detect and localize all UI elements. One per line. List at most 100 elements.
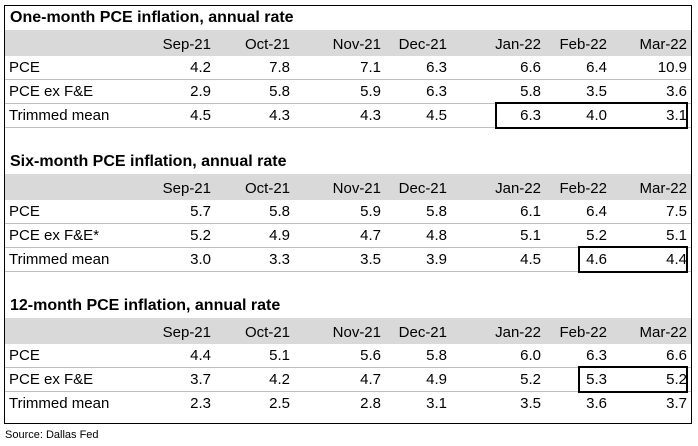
table-row: PCE 4.2 7.8 7.1 6.3 6.6 6.4 10.9: [5, 56, 691, 80]
section-title: 12-month PCE inflation, annual rate: [10, 297, 281, 314]
value-cell: 2.3: [190, 395, 211, 412]
value-cell: 7.1: [360, 59, 381, 76]
value-cell: 7.5: [666, 203, 687, 220]
month-header: Feb-22: [559, 180, 607, 197]
value-cell: 10.9: [657, 59, 687, 76]
month-header: Oct-21: [244, 36, 290, 53]
highlight-box: [495, 102, 688, 129]
month-header: Jan-22: [495, 180, 541, 197]
table-frame: One-month PCE inflation, annual rate Sep…: [4, 5, 692, 424]
value-cell: 4.5: [190, 107, 211, 124]
value-cell: 3.1: [426, 395, 447, 412]
value-cell: 5.1: [520, 227, 541, 244]
table-row: Trimmed mean 4.5 4.3 4.3 4.5 6.3 4.0 3.1: [5, 104, 691, 128]
table-row: PCE ex F&E 3.7 4.2 4.7 4.9 5.2 5.3 5.2: [5, 368, 691, 392]
table-row: Trimmed mean 2.3 2.5 2.8 3.1 3.5 3.6 3.7: [5, 392, 691, 416]
value-cell: 4.3: [269, 107, 290, 124]
section-title: Six-month PCE inflation, annual rate: [10, 153, 287, 170]
highlight-box: [578, 366, 688, 393]
row-label: Trimmed mean: [9, 395, 110, 412]
month-header: Nov-21: [332, 180, 381, 197]
value-cell: 5.6: [360, 347, 381, 364]
value-cell: 5.3: [586, 371, 607, 388]
month-header: Feb-22: [559, 324, 607, 341]
value-cell: 5.1: [666, 227, 687, 244]
value-cell: 4.7: [360, 371, 381, 388]
row-label: PCE: [9, 347, 40, 364]
value-cell: 4.9: [426, 371, 447, 388]
value-cell: 5.2: [666, 371, 687, 388]
month-header: Nov-21: [332, 324, 381, 341]
value-cell: 3.7: [666, 395, 687, 412]
value-cell: 5.8: [426, 347, 447, 364]
value-cell: 4.7: [360, 227, 381, 244]
value-cell: 3.6: [666, 83, 687, 100]
value-cell: 6.4: [586, 59, 607, 76]
row-label: Trimmed mean: [9, 107, 110, 124]
month-header: Feb-22: [559, 36, 607, 53]
month-header: Jan-22: [495, 324, 541, 341]
value-cell: 6.4: [586, 203, 607, 220]
month-header: Jan-22: [495, 36, 541, 53]
value-cell: 5.8: [426, 203, 447, 220]
month-header: Mar-22: [639, 324, 687, 341]
month-header: Sep-21: [162, 324, 211, 341]
value-cell: 5.8: [269, 83, 290, 100]
value-cell: 4.5: [520, 251, 541, 268]
value-cell: 5.8: [269, 203, 290, 220]
header-row: Sep-21 Oct-21 Nov-21 Dec-21 Jan-22 Feb-2…: [5, 30, 691, 56]
value-cell: 5.2: [190, 227, 211, 244]
value-cell: 7.8: [269, 59, 290, 76]
table-row: PCE 5.7 5.8 5.9 5.8 6.1 6.4 7.5: [5, 200, 691, 224]
value-cell: 4.3: [360, 107, 381, 124]
header-row: Sep-21 Oct-21 Nov-21 Dec-21 Jan-22 Feb-2…: [5, 174, 691, 200]
value-cell: 6.3: [426, 59, 447, 76]
value-cell: 5.1: [269, 347, 290, 364]
source-note: Source: Dallas Fed: [5, 429, 99, 441]
month-header: Oct-21: [244, 324, 290, 341]
value-cell: 5.7: [190, 203, 211, 220]
value-cell: 3.9: [426, 251, 447, 268]
value-cell: 3.1: [666, 107, 687, 124]
table-row: PCE 4.4 5.1 5.6 5.8 6.0 6.3 6.6: [5, 344, 691, 368]
value-cell: 4.4: [190, 347, 211, 364]
value-cell: 6.6: [666, 347, 687, 364]
value-cell: 5.9: [360, 83, 381, 100]
value-cell: 4.9: [269, 227, 290, 244]
table-row: PCE ex F&E 2.9 5.8 5.9 6.3 5.8 3.5 3.6: [5, 80, 691, 104]
row-label: PCE: [9, 203, 40, 220]
value-cell: 6.6: [520, 59, 541, 76]
value-cell: 3.5: [360, 251, 381, 268]
row-label: PCE: [9, 59, 40, 76]
month-header: Dec-21: [398, 180, 447, 197]
value-cell: 3.5: [586, 83, 607, 100]
value-cell: 5.9: [360, 203, 381, 220]
value-cell: 5.2: [586, 227, 607, 244]
month-header: Sep-21: [162, 36, 211, 53]
value-cell: 2.8: [360, 395, 381, 412]
value-cell: 6.3: [520, 107, 541, 124]
value-cell: 6.1: [520, 203, 541, 220]
value-cell: 4.5: [426, 107, 447, 124]
value-cell: 6.3: [586, 347, 607, 364]
month-header: Oct-21: [244, 180, 290, 197]
table-row: PCE ex F&E* 5.2 4.9 4.7 4.8 5.1 5.2 5.1: [5, 224, 691, 248]
value-cell: 6.0: [520, 347, 541, 364]
section-title: One-month PCE inflation, annual rate: [10, 9, 294, 26]
row-label: PCE ex F&E: [9, 371, 94, 388]
row-label: PCE ex F&E*: [9, 227, 100, 244]
value-cell: 2.9: [190, 83, 211, 100]
value-cell: 3.6: [586, 395, 607, 412]
value-cell: 5.2: [520, 371, 541, 388]
value-cell: 4.4: [666, 251, 687, 268]
value-cell: 4.8: [426, 227, 447, 244]
value-cell: 3.0: [190, 251, 211, 268]
row-label: PCE ex F&E: [9, 83, 94, 100]
month-header: Mar-22: [639, 180, 687, 197]
value-cell: 6.3: [426, 83, 447, 100]
month-header: Mar-22: [639, 36, 687, 53]
highlight-box: [578, 246, 688, 273]
month-header: Dec-21: [398, 324, 447, 341]
value-cell: 3.5: [520, 395, 541, 412]
value-cell: 4.2: [190, 59, 211, 76]
